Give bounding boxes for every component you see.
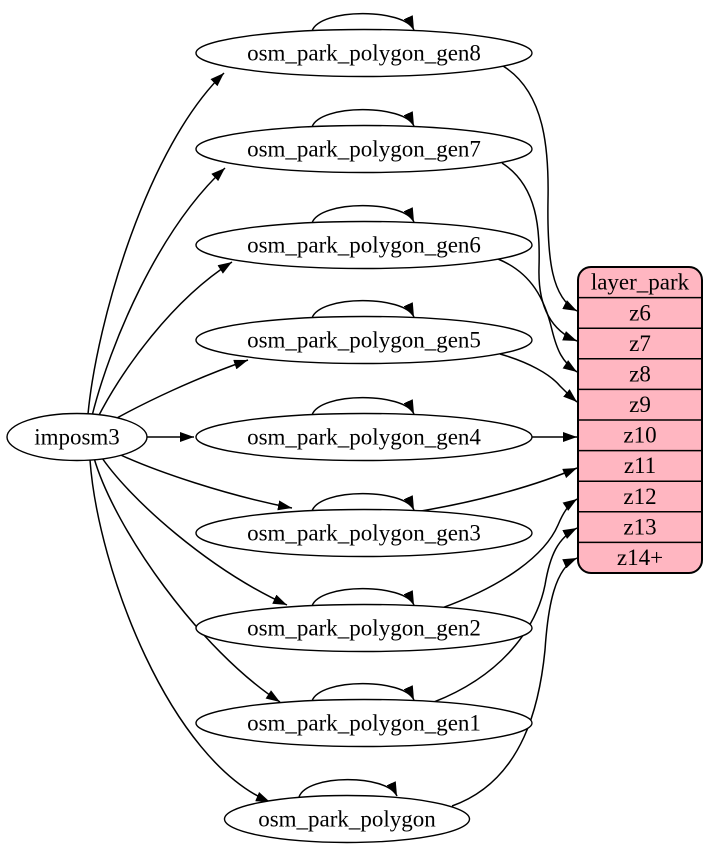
self-loop-gen4: [311, 396, 415, 416]
node-osm-park-polygon-gen1: osm_park_polygon_gen1: [195, 698, 533, 748]
nodes-layer: imposm3 osm_park_polygon_gen8 osm_park_p…: [6, 28, 703, 844]
edge-gen8-to-z6: [502, 65, 578, 312]
edge-gen7-to-z7: [501, 162, 578, 342]
layer-park-row-z14: z14+: [617, 545, 663, 570]
edges-layer: [87, 12, 578, 807]
node-osm-park-polygon-gen7: osm_park_polygon_gen7: [195, 124, 533, 174]
edge-imposm3-to-gen1: [93, 457, 281, 703]
gen5-ellipse: [195, 315, 533, 365]
self-loop-gen6: [311, 204, 415, 224]
gen1-label: osm_park_polygon_gen1: [247, 711, 481, 736]
gen6-ellipse: [195, 220, 533, 270]
node-osm-park-polygon-gen3: osm_park_polygon_gen3: [195, 508, 533, 558]
gen8-label: osm_park_polygon_gen8: [247, 41, 481, 66]
edge-gen5-to-z9: [499, 353, 578, 403]
node-layer-park: layer_park z6 z7 z8 z9 z10 z11 z12 z13 z…: [577, 266, 703, 574]
edge-imposm3-to-gen6: [96, 261, 233, 420]
edge-imposm3-to-gen7: [91, 167, 226, 417]
layer-park-row-z11: z11: [624, 453, 656, 478]
gen4-ellipse: [195, 412, 533, 462]
edge-imposm3-to-gen8: [87, 72, 225, 415]
node-osm-park-polygon-gen6: osm_park_polygon_gen6: [195, 220, 533, 270]
layer-park-row-z8: z8: [629, 362, 651, 387]
self-loop-osm-park-polygon: [298, 778, 398, 798]
edge-gen1-to-z13: [433, 527, 578, 703]
edge-osm-park-polygon-to-z14: [451, 557, 578, 807]
gen7-label: osm_park_polygon_gen7: [247, 137, 481, 162]
node-osm-park-polygon-gen5: osm_park_polygon_gen5: [195, 315, 533, 365]
self-loop-gen3: [311, 492, 415, 512]
imposm3-ellipse: [6, 412, 148, 462]
edge-gen6-to-z8: [497, 258, 578, 373]
layer-park-row-z12: z12: [623, 484, 656, 509]
gen6-label: osm_park_polygon_gen6: [247, 233, 481, 258]
self-loop-gen5: [311, 299, 415, 319]
layer-park-row-z13: z13: [623, 515, 656, 540]
edge-imposm3-to-osm-park-polygon: [89, 459, 271, 803]
osm-park-polygon-ellipse: [223, 794, 471, 844]
layer-park-row-z10: z10: [623, 423, 656, 448]
self-loop-gen2: [311, 587, 415, 607]
edge-gen3-to-z11: [414, 467, 578, 513]
edge-imposm3-to-gen3: [109, 449, 293, 511]
gen7-ellipse: [195, 124, 533, 174]
self-loop-gen7: [311, 108, 415, 128]
layer-park-row-z9: z9: [629, 392, 651, 417]
node-osm-park-polygon: osm_park_polygon: [223, 794, 471, 844]
gen2-ellipse: [195, 603, 533, 653]
node-imposm3: imposm3: [6, 412, 148, 462]
gen1-ellipse: [195, 698, 533, 748]
gen4-label: osm_park_polygon_gen4: [247, 425, 481, 450]
node-osm-park-polygon-gen8: osm_park_polygon_gen8: [195, 28, 533, 78]
imposm3-label: imposm3: [34, 425, 120, 450]
layer-park-header: layer_park: [591, 270, 690, 295]
gen2-label: osm_park_polygon_gen2: [247, 616, 481, 641]
gen3-ellipse: [195, 508, 533, 558]
layer-park-row-z6: z6: [629, 301, 651, 326]
edge-imposm3-to-gen2: [99, 454, 288, 606]
layer-park-row-z7: z7: [629, 331, 651, 356]
self-loop-gen1: [311, 682, 415, 702]
node-osm-park-polygon-gen2: osm_park_polygon_gen2: [195, 603, 533, 653]
osm-park-polygon-label: osm_park_polygon: [258, 807, 436, 832]
gen5-label: osm_park_polygon_gen5: [247, 328, 481, 353]
edge-imposm3-to-gen5: [105, 359, 249, 425]
self-loop-gen8: [311, 12, 415, 32]
gen3-label: osm_park_polygon_gen3: [247, 521, 481, 546]
gen8-ellipse: [195, 28, 533, 78]
node-osm-park-polygon-gen4: osm_park_polygon_gen4: [195, 412, 533, 462]
edge-gen2-to-z12: [441, 498, 578, 609]
